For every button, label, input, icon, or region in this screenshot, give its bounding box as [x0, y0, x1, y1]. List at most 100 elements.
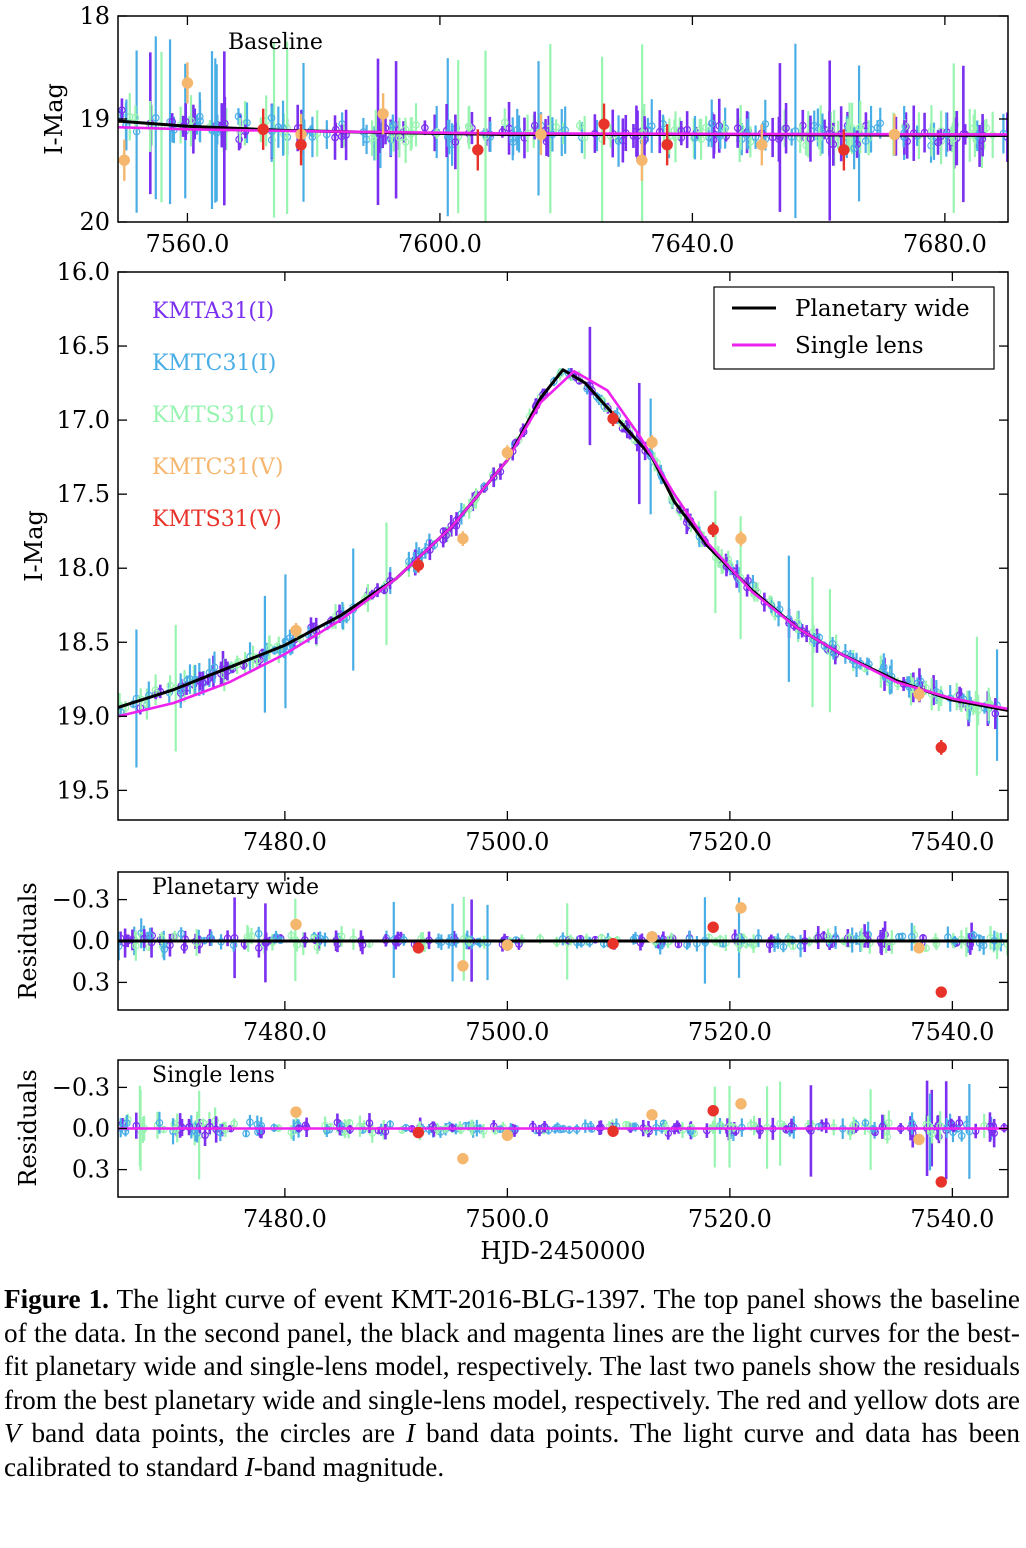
data-point-KMTC31_V — [735, 902, 747, 914]
data-point-KMTC31_V — [290, 918, 302, 931]
data-point-i-band — [969, 931, 978, 940]
data-point-i-band — [421, 123, 429, 132]
panel-annotation: Baseline — [228, 30, 323, 55]
data-point-i-band — [177, 929, 185, 938]
data-point-i-band — [879, 663, 888, 671]
data-point-KMTS31_V — [598, 118, 610, 130]
y-tick-label: 19.0 — [57, 702, 110, 730]
data-point-i-band — [898, 932, 907, 941]
plot-area — [118, 897, 1008, 998]
y-tick-label: 0.3 — [72, 1156, 110, 1184]
data-point-KMTC31_V — [457, 1152, 469, 1165]
data-point-i-band — [185, 1123, 194, 1131]
data-point-i-band — [368, 134, 376, 142]
y-tick-label: 17.0 — [57, 406, 110, 434]
data-point-i-band — [365, 1119, 374, 1127]
data-point-KMTS31_V — [412, 559, 425, 571]
y-tick-label: 0.0 — [72, 1115, 110, 1143]
data-point-i-band — [824, 932, 832, 941]
dataset-label: KMTS31(I) — [152, 403, 275, 428]
caption-text-4: -band magnitude. — [253, 1451, 445, 1482]
data-point-i-band — [556, 370, 564, 379]
x-tick-label: 7520.0 — [688, 1205, 772, 1233]
series-line-single_lens — [118, 125, 1008, 136]
data-point-i-band — [724, 555, 733, 564]
data-point-KMTC31_V — [735, 532, 747, 545]
x-tick-label: 7520.0 — [688, 828, 772, 856]
data-point-i-band — [205, 1122, 214, 1131]
data-point-i-band — [856, 123, 865, 131]
data-point-i-band — [412, 121, 420, 129]
plot-area — [118, 326, 1008, 776]
y-axis-label: Residuals — [14, 1069, 42, 1186]
data-point-i-band — [476, 938, 484, 947]
data-point-i-band — [883, 1132, 892, 1141]
x-tick-label: 7540.0 — [910, 828, 994, 856]
data-point-i-band — [878, 1122, 887, 1131]
data-point-i-band — [550, 377, 558, 386]
data-point-KMTC31_V — [118, 154, 131, 166]
x-tick-label: 7540.0 — [910, 1018, 994, 1046]
data-point-i-band — [389, 120, 397, 129]
data-point-KMTS31_V — [707, 524, 719, 536]
data-point-KMTC31_V — [501, 446, 514, 459]
data-point-KMTC31_V — [636, 154, 648, 166]
data-point-KMTS31_V — [607, 412, 619, 425]
data-point-KMTC31_V — [913, 1133, 925, 1146]
data-point-i-band — [247, 932, 256, 940]
dataset-label: KMTS31(V) — [152, 507, 282, 532]
data-point-i-band — [861, 1119, 870, 1127]
data-point-KMTC31_V — [913, 688, 925, 700]
x-tick-label: 7500.0 — [465, 1205, 549, 1233]
data-point-i-band — [725, 1123, 734, 1131]
data-point-KMTC31_V — [888, 128, 901, 141]
data-point-i-band — [592, 392, 601, 401]
data-point-i-band — [131, 113, 140, 122]
data-point-KMTC31_V — [290, 624, 302, 637]
plot-area — [118, 36, 1008, 222]
data-point-i-band — [267, 114, 276, 122]
data-point-KMTC31_V — [913, 942, 925, 954]
panel-annotation: Single lens — [152, 1063, 275, 1088]
data-point-i-band — [139, 1126, 147, 1134]
data-point-i-band — [598, 135, 606, 143]
data-point-i-band — [761, 120, 770, 128]
data-point-i-band — [255, 944, 263, 952]
data-point-i-band — [147, 938, 156, 947]
data-point-i-band — [779, 943, 788, 951]
data-point-i-band — [575, 121, 584, 130]
data-point-i-band — [876, 119, 885, 127]
data-point-i-band — [500, 118, 509, 127]
data-point-KMTS31_V — [935, 741, 947, 754]
data-point-i-band — [201, 1131, 209, 1140]
y-tick-label: −0.3 — [52, 1073, 110, 1101]
data-point-i-band — [243, 118, 251, 127]
data-point-KMTS31_V — [257, 123, 269, 136]
data-point-KMTS31_V — [412, 1126, 425, 1139]
data-point-i-band — [417, 551, 426, 559]
x-tick-label: 7500.0 — [465, 1018, 549, 1046]
dataset-label: KMTA31(I) — [152, 299, 274, 324]
figure-light-curve: 7560.0 7600.0 7640.0 7680.0 18 19 20 I-Mag Basel… — [14, 2, 1009, 1265]
data-point-i-band — [451, 138, 460, 146]
data-point-i-band — [118, 1119, 127, 1128]
data-point-i-band — [242, 1129, 250, 1138]
data-point-i-band — [210, 663, 219, 672]
y-axis-label: I-Mag — [40, 83, 68, 155]
data-point-i-band — [614, 137, 623, 145]
caption-v-band: V — [4, 1418, 21, 1448]
legend: Planetary wide Single lens — [713, 286, 995, 370]
data-point-i-band — [331, 133, 339, 142]
y-tick-label: 20 — [79, 208, 110, 236]
data-point-i-band — [143, 700, 151, 708]
data-point-i-band — [861, 137, 870, 145]
panel-light-curve: 7480.0 7500.0 7520.0 7540.0 16.0 16.5 17.0 17.5… — [20, 258, 1009, 856]
data-point-i-band — [118, 942, 123, 950]
data-point-KMTS31_V — [707, 1104, 719, 1117]
panel-residuals-single: 7480.0 7500.0 7520.0 7540.0 −0.3 0.0 0.3 Residu… — [14, 1059, 1009, 1265]
caption-i-band-2: I — [244, 1451, 254, 1482]
data-point-i-band — [678, 1126, 687, 1134]
y-axis-label: Residuals — [14, 882, 42, 999]
x-tick-label: 7500.0 — [465, 828, 549, 856]
caption-text-1: The light curve of event KMT-2016-BLG-13… — [4, 1284, 1020, 1415]
